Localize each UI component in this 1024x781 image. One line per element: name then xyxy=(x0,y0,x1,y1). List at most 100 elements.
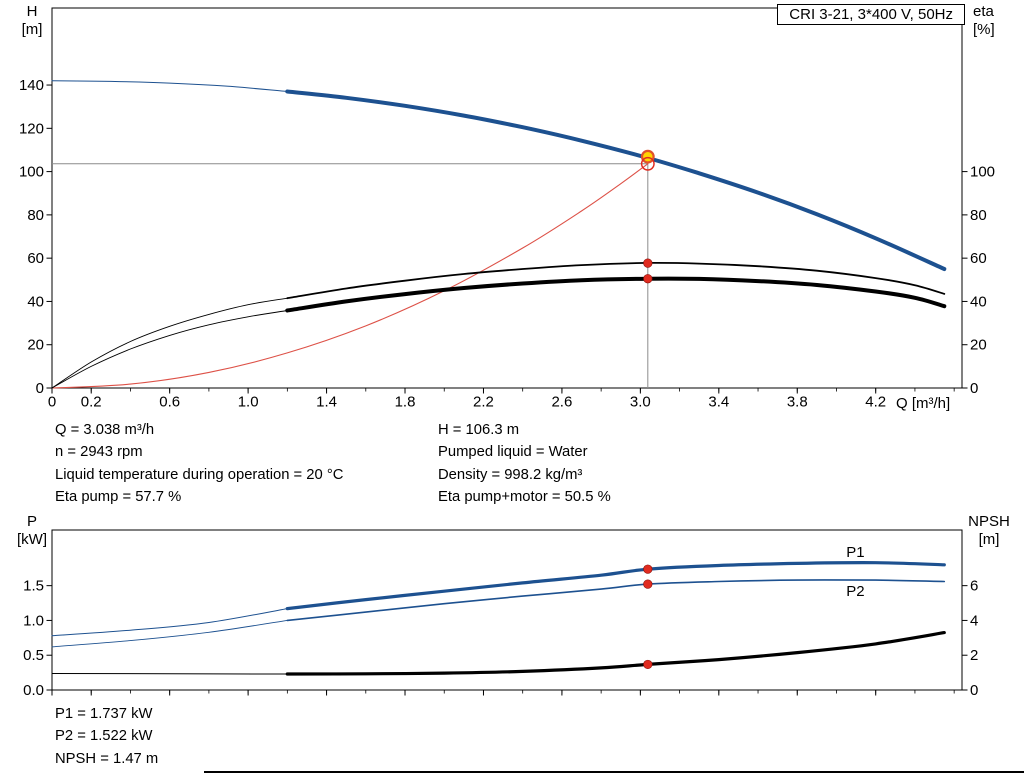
x-tick-label: 0.6 xyxy=(159,394,180,411)
right-tick-label: 0 xyxy=(970,682,978,699)
right-tick-label: 40 xyxy=(970,293,987,310)
info-line-density: Density = 998.2 kg/m³ xyxy=(438,466,583,483)
axis-unit-line: [m] xyxy=(978,531,1000,548)
p1-dot xyxy=(643,564,653,574)
p1-curve xyxy=(51,561,946,637)
chart-area-top: 0 0.2 0.6 1.0 1.4 1.8 2.2 2.6 3.0 3.4 3.8 4.2 0 20 40 6… xyxy=(19,7,995,411)
x-axis-label: Q [m³/h] xyxy=(896,395,951,412)
right-tick-label: 60 xyxy=(970,250,987,267)
p1-curve-main xyxy=(285,561,946,611)
right-tick-label: 6 xyxy=(970,578,978,595)
eta-axis-unit-label: eta [%] xyxy=(973,3,1023,39)
info-line-q: Q = 3.038 m³/h xyxy=(55,422,155,438)
right-axis-ticks: 0 2 4 6 xyxy=(962,578,978,699)
eta-pump-motor-curve-thin xyxy=(51,310,288,389)
duty-info-right-column: H = 106.3 m Pumped liquid = Water Densit… xyxy=(438,419,611,509)
window-bottom-border xyxy=(204,771,1024,773)
pump-model-title-box: CRI 3-21, 3*400 V, 50Hz xyxy=(777,4,965,25)
p2-dot xyxy=(643,579,653,589)
left-tick-label: 60 xyxy=(27,250,44,267)
p2-curve-thin xyxy=(51,619,288,648)
axis-unit-line: H xyxy=(26,3,38,20)
left-tick-label: 0 xyxy=(36,380,44,397)
p1-curve-thin xyxy=(51,608,288,637)
x-tick-label: 1.8 xyxy=(395,394,416,411)
left-tick-label: 80 xyxy=(27,207,44,224)
x-tick-label: 2.2 xyxy=(473,394,494,411)
power-info-column: P1 = 1.737 kW P2 = 1.522 kW NPSH = 1.47 … xyxy=(55,703,158,770)
duty-info-left-column: Q = 3.038 m³/h n = 2943 rpm Liquid tempe… xyxy=(55,419,343,509)
eta-pump-curve xyxy=(51,261,946,389)
axis-unit-line: NPSH xyxy=(968,513,1010,530)
h-axis-unit-label: H [m] xyxy=(10,3,54,39)
axis-unit-line: [kW] xyxy=(17,531,47,548)
npsh-axis-unit-label: NPSH [m] xyxy=(960,513,1018,549)
curve-label-p1: P1 xyxy=(846,544,864,561)
p-axis-unit-label: P [kW] xyxy=(10,513,54,549)
p2-curve xyxy=(51,579,946,648)
axis-unit-line: P xyxy=(26,513,37,530)
info-line-eta-pump-motor: Eta pump+motor = 50.5 % xyxy=(438,489,611,506)
npsh-curve-main xyxy=(285,631,946,676)
plot-border xyxy=(51,7,963,389)
left-tick-label: 1.0 xyxy=(23,612,44,629)
x-tick-label: 2.6 xyxy=(551,394,572,411)
eta-pump-motor-dot xyxy=(643,274,653,284)
eta-pump-dot xyxy=(643,258,653,268)
axis-unit-line: [%] xyxy=(973,21,995,38)
left-tick-label: 0.5 xyxy=(23,647,44,664)
p2-curve-main xyxy=(286,579,946,622)
npsh-curve-thin xyxy=(51,673,288,675)
x-tick-label: 0.2 xyxy=(81,394,102,411)
left-axis-ticks: 0.0 0.5 1.0 1.5 xyxy=(23,578,52,699)
info-line-rpm: n = 2943 rpm xyxy=(55,444,143,461)
x-tick-label: 1.0 xyxy=(238,394,259,411)
npsh-dot xyxy=(643,659,653,670)
curve-label-p2: P2 xyxy=(846,583,864,600)
x-tick-label: 4.2 xyxy=(865,394,886,411)
left-tick-label: 140 xyxy=(19,77,44,94)
info-line-eta-pump: Eta pump = 57.7 % xyxy=(55,489,182,506)
duty-crosshair xyxy=(52,149,649,388)
duty-point-marker xyxy=(640,149,655,164)
right-tick-label: 2 xyxy=(970,647,978,664)
rated-point-ring xyxy=(640,156,655,171)
left-tick-label: 0.0 xyxy=(23,682,44,699)
right-axis-ticks: 0 20 40 60 80 100 xyxy=(962,164,995,397)
info-line-pumped-liquid: Pumped liquid = Water xyxy=(438,444,588,461)
info-line-npsh: NPSH = 1.47 m xyxy=(55,750,159,767)
info-line-liquid-temp: Liquid temperature during operation = 20… xyxy=(55,466,344,483)
left-tick-label: 120 xyxy=(19,120,44,137)
chart-area-bottom: P1 P2 0.0 0.5 1.0 1.5 0 2 4 6 xyxy=(23,529,978,699)
x-tick-label: 1.4 xyxy=(316,394,337,411)
eta-pump-curve-thin xyxy=(51,297,288,389)
npsh-curve xyxy=(51,631,946,676)
plot-border xyxy=(51,529,963,691)
right-tick-label: 100 xyxy=(970,164,995,181)
info-line-head: H = 106.3 m xyxy=(438,422,520,438)
right-tick-label: 0 xyxy=(970,380,978,397)
x-tick-label: 3.4 xyxy=(708,394,729,411)
left-tick-label: 1.5 xyxy=(23,578,44,595)
x-tick-label: 3.0 xyxy=(630,394,651,411)
x-axis-ticks: 0 0.2 0.6 1.0 1.4 1.8 2.2 2.6 3.0 3.4 3.8 4.2 xyxy=(48,388,955,411)
info-line-p2: P2 = 1.522 kW xyxy=(55,728,153,745)
eta-pump-motor-curve xyxy=(51,276,947,389)
info-line-p1: P1 = 1.737 kW xyxy=(55,706,153,722)
left-axis-ticks: 0 20 40 60 80 100 120 140 xyxy=(19,77,52,397)
head-curve-thin xyxy=(51,80,288,92)
axis-unit-line: [m] xyxy=(21,21,43,38)
x-tick-label: 0 xyxy=(48,394,56,411)
left-tick-label: 100 xyxy=(19,164,44,181)
right-tick-label: 20 xyxy=(970,337,987,354)
left-tick-label: 40 xyxy=(27,293,44,310)
system-curve xyxy=(51,163,649,389)
head-curve xyxy=(51,80,947,271)
head-curve-main xyxy=(285,89,947,271)
right-tick-label: 4 xyxy=(970,612,978,629)
x-axis-ticks xyxy=(51,690,955,696)
left-tick-label: 20 xyxy=(27,337,44,354)
system-curve-main xyxy=(51,163,649,389)
